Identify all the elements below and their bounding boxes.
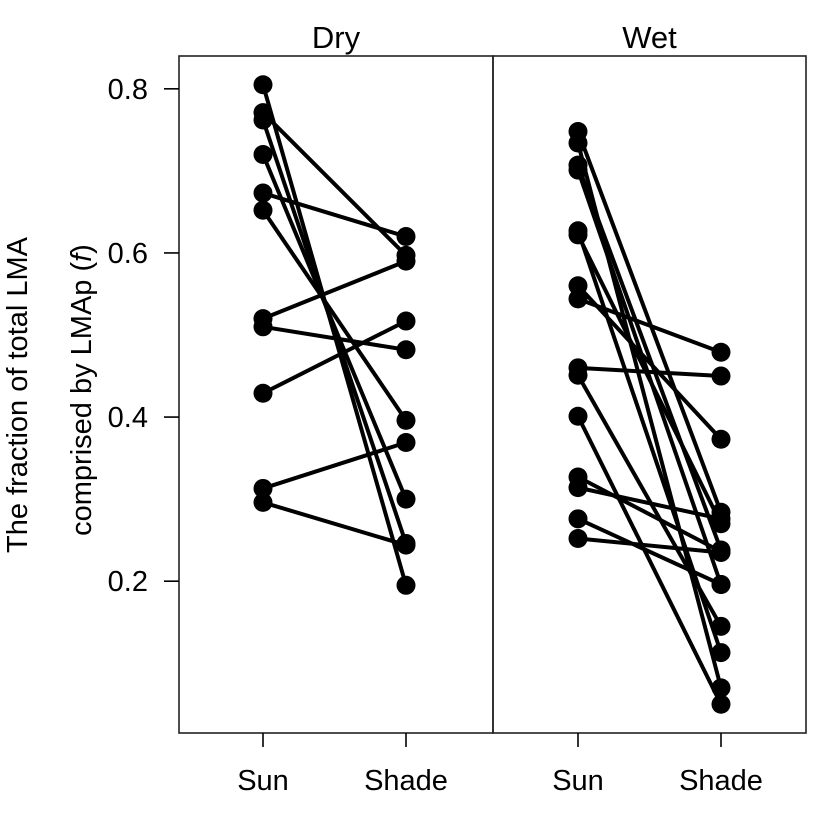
pair-line — [577, 536, 722, 555]
panel-title: Dry — [312, 20, 361, 55]
y-tick-label: 0.2 — [108, 566, 148, 598]
sun-point — [253, 492, 273, 512]
pair-line — [576, 234, 723, 525]
pair-line — [262, 319, 407, 396]
pair-line — [576, 284, 723, 441]
series-lines — [261, 84, 723, 706]
shade-point — [711, 429, 731, 449]
pair-line — [577, 365, 722, 379]
pair-line — [262, 500, 407, 547]
pair-line — [261, 153, 408, 500]
shade-point — [396, 575, 416, 595]
pair-line — [576, 374, 723, 628]
shade-point — [711, 542, 731, 562]
shade-point — [711, 694, 731, 714]
chart-text: 0.8 0.6 0.4 0.2 Dry Sun Shade Wet Sun Shade The fr… — [2, 20, 763, 797]
x-tick-label: Shade — [679, 765, 763, 797]
sun-point — [253, 383, 273, 403]
y-axis-title-line1: The fraction of total LMA — [2, 236, 34, 553]
pair-line — [577, 297, 722, 355]
sun-point — [568, 133, 588, 153]
sun-point — [568, 478, 588, 498]
y-axis-title-line2: comprised by LMAp (f) — [66, 244, 98, 536]
sun-point — [568, 289, 588, 309]
pair-line — [577, 485, 722, 521]
shade-point — [711, 643, 731, 663]
shade-point — [396, 311, 416, 331]
x-tick-label: Sun — [552, 765, 604, 797]
panel-title: Wet — [622, 20, 677, 55]
sun-point — [568, 160, 588, 180]
pair-line — [576, 164, 723, 551]
shade-point — [711, 342, 731, 362]
shade-point — [396, 410, 416, 430]
panel-frame-2 — [492, 55, 807, 734]
panel-frame-1 — [178, 55, 494, 734]
sun-point — [253, 110, 273, 130]
y-tick-label: 0.8 — [108, 74, 148, 106]
y-axis — [164, 88, 722, 747]
shade-point — [396, 251, 416, 271]
sun-point — [568, 276, 588, 296]
shade-point — [396, 489, 416, 509]
shade-point — [711, 574, 731, 594]
shade-point — [396, 227, 416, 247]
shade-point — [711, 509, 731, 529]
sun-point — [568, 365, 588, 385]
shade-point — [711, 366, 731, 386]
panel-frames — [178, 55, 807, 734]
pair-line — [262, 440, 407, 491]
data-points — [253, 75, 731, 714]
pair-line — [262, 324, 407, 352]
pair-line — [577, 475, 722, 554]
y-tick-label: 0.4 — [108, 402, 148, 434]
sun-point — [253, 183, 273, 203]
sun-point — [253, 317, 273, 337]
shade-point — [396, 535, 416, 555]
shade-point — [396, 433, 416, 453]
shade-point — [711, 616, 731, 636]
pair-line — [262, 259, 407, 321]
sun-point — [568, 509, 588, 529]
sun-point — [568, 406, 588, 426]
y-axis-title-prefix: comprised by LMAp ( — [66, 262, 98, 536]
pair-line — [261, 209, 408, 422]
pair-line — [576, 415, 723, 706]
x-tick-label: Sun — [237, 765, 289, 797]
x-tick-label: Shade — [364, 765, 448, 797]
sun-point — [253, 144, 273, 164]
sun-point — [568, 225, 588, 245]
pair-line — [262, 191, 407, 239]
y-tick-label: 0.6 — [108, 238, 148, 270]
pair-line — [261, 111, 408, 257]
sun-point — [568, 529, 588, 549]
pair-line — [577, 517, 722, 587]
shade-point — [396, 340, 416, 360]
y-axis-title-suffix: ) — [66, 244, 98, 254]
pair-line — [576, 130, 723, 513]
y-axis-title-symbol: f — [66, 251, 98, 262]
sun-point — [253, 200, 273, 220]
sun-point — [253, 478, 273, 498]
shade-point — [711, 678, 731, 698]
sun-point — [253, 75, 273, 95]
